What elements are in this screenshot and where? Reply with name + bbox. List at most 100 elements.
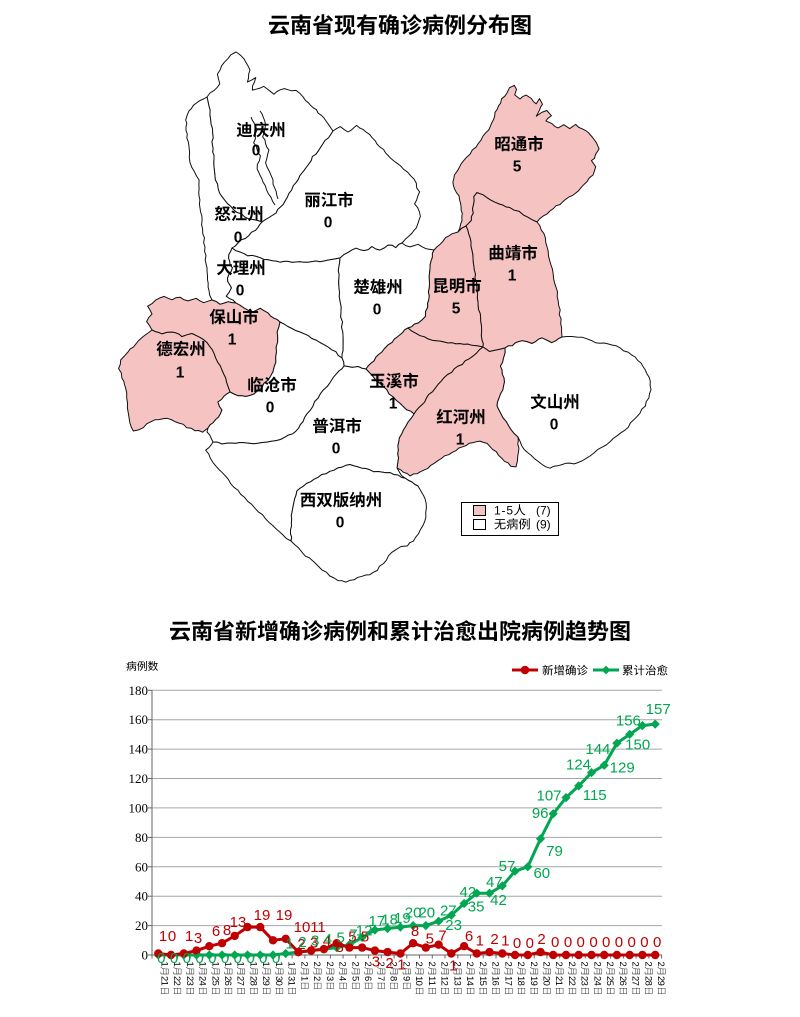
svg-text:2: 2 [605,962,616,967]
svg-text:0: 0 [373,302,382,319]
svg-text:27: 27 [236,976,247,986]
svg-text:26: 26 [223,976,234,986]
svg-text:5: 5 [350,976,361,981]
svg-text:23: 23 [580,976,591,986]
svg-text:2: 2 [297,936,305,953]
svg-text:1: 1 [508,268,517,285]
svg-text:0: 0 [168,928,176,945]
svg-text:6: 6 [363,976,374,981]
svg-text:40: 40 [135,889,148,904]
svg-text:6: 6 [212,923,220,940]
svg-text:0: 0 [272,950,280,967]
svg-text:1: 1 [397,957,405,974]
svg-text:20: 20 [405,905,422,922]
svg-text:3: 3 [372,954,380,971]
svg-text:1: 1 [501,933,509,950]
svg-text:0: 0 [266,400,275,417]
svg-text:4: 4 [338,976,349,981]
svg-text:4: 4 [323,933,331,950]
svg-text:5: 5 [513,159,522,176]
svg-text:42: 42 [459,884,476,901]
svg-text:0: 0 [615,934,623,951]
svg-text:157: 157 [646,701,671,718]
svg-text:180: 180 [129,683,149,698]
svg-text:10: 10 [294,919,311,936]
svg-text:0: 0 [653,934,661,951]
svg-text:1: 1 [389,396,398,413]
svg-text:2: 2 [298,934,306,951]
svg-text:0: 0 [640,934,648,951]
svg-text:24: 24 [198,976,209,986]
svg-text:2: 2 [389,962,400,967]
svg-text:27: 27 [631,976,642,986]
svg-text:5: 5 [361,929,369,946]
svg-text:2: 2 [376,962,387,967]
svg-text:11: 11 [427,976,438,986]
svg-text:10: 10 [414,976,425,986]
svg-text:18: 18 [381,912,398,929]
svg-text:19: 19 [276,907,293,924]
svg-text:1: 1 [159,962,170,967]
svg-text:60: 60 [135,859,148,874]
svg-text:115: 115 [583,787,607,804]
svg-text:5: 5 [348,929,356,946]
svg-text:1: 1 [249,962,260,967]
svg-text:2: 2 [312,962,323,967]
svg-text:20: 20 [542,976,553,986]
svg-text:47: 47 [486,874,503,891]
svg-text:27: 27 [440,902,457,919]
svg-text:25: 25 [210,976,221,986]
svg-text:2: 2 [567,962,578,967]
svg-text:0: 0 [513,935,521,952]
svg-text:26: 26 [618,976,629,986]
svg-text:0: 0 [221,950,229,967]
svg-text:8: 8 [336,939,344,956]
svg-text:30: 30 [274,976,285,986]
svg-text:2: 2 [542,962,553,967]
svg-text:1: 1 [449,958,457,975]
svg-text:12: 12 [440,976,451,986]
svg-text:2: 2 [401,962,412,967]
svg-text:160: 160 [129,712,149,727]
svg-text:2: 2 [631,962,642,967]
svg-text:2: 2 [427,962,438,967]
svg-text:129: 129 [610,759,635,776]
svg-text:156: 156 [616,713,641,730]
svg-text:0: 0 [324,215,333,232]
svg-text:23: 23 [445,917,462,934]
svg-text:3: 3 [194,930,202,947]
svg-text:5: 5 [337,930,345,947]
svg-text:5: 5 [426,931,434,948]
svg-text:2: 2 [414,962,425,967]
svg-text:1: 1 [185,928,193,945]
svg-text:57: 57 [499,858,516,875]
svg-text:0: 0 [589,934,597,951]
svg-text:2: 2 [503,962,514,967]
svg-text:2: 2 [440,962,451,967]
svg-text:9: 9 [401,976,412,981]
svg-text:2: 2 [618,962,629,967]
svg-text:6: 6 [465,928,473,945]
svg-text:2: 2 [338,962,349,967]
svg-text:0: 0 [234,950,242,967]
svg-text:24: 24 [593,976,604,986]
svg-text:2: 2 [529,962,540,967]
svg-text:7: 7 [438,928,446,945]
svg-text:140: 140 [129,742,149,757]
svg-text:1: 1 [476,933,484,950]
svg-text:2: 2 [491,962,502,967]
svg-text:19: 19 [529,976,540,986]
svg-text:18: 18 [516,976,527,986]
svg-text:1: 1 [198,962,209,967]
svg-text:0: 0 [252,143,261,160]
svg-text:1: 1 [456,432,465,449]
svg-text:0: 0 [195,950,203,967]
svg-text:3: 3 [325,976,336,981]
svg-text:22: 22 [172,976,183,986]
svg-text:2: 2 [385,955,393,972]
svg-text:19: 19 [254,907,271,924]
svg-text:150: 150 [625,736,650,753]
svg-text:(7): (7) [536,504,551,518]
svg-text:7: 7 [376,976,387,981]
svg-text:1: 1 [185,962,196,967]
